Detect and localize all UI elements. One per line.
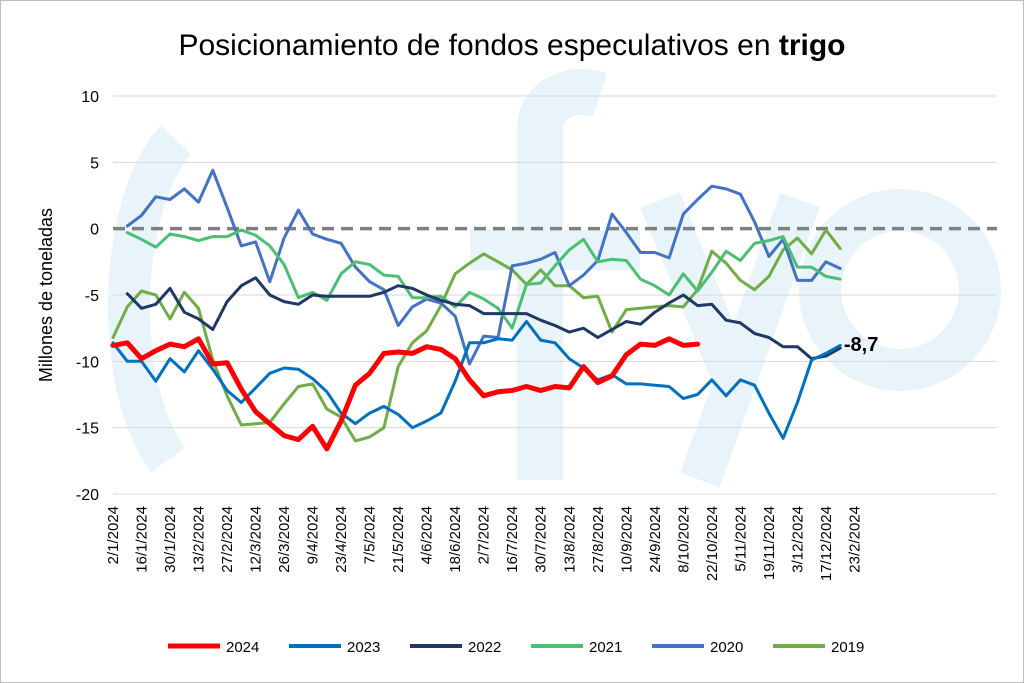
legend-label-2022: 2022: [468, 639, 501, 656]
x-tick-label: 3/12/2024: [789, 506, 806, 573]
x-tick-label: 16/1/2024: [134, 506, 151, 573]
last-value-annotation: -8,7: [844, 334, 878, 356]
x-tick-label: 7/5/2024: [362, 506, 379, 564]
series-line-2022: [125, 276, 842, 361]
y-axis-label: Millones de toneladas: [36, 208, 56, 382]
x-tick-label: 5/11/2024: [732, 506, 749, 572]
y-tick-label: 0: [90, 222, 99, 239]
chart-title-bold: trigo: [779, 29, 846, 62]
x-tick-label: 27/8/2024: [590, 506, 607, 573]
x-tick-label: 21/5/2024: [390, 506, 407, 573]
series-line-2021: [125, 228, 842, 330]
x-tick-label: 4/6/2024: [419, 506, 436, 564]
series-line-2019: [111, 228, 842, 443]
series-line-2023: [111, 320, 842, 440]
legend-label-2023: 2023: [347, 639, 380, 656]
series-lines: [110, 168, 842, 452]
x-axis-ticks: 2/1/2024 16/1/2024 30/1/2024 13/2/2024 27/2/…: [105, 506, 863, 581]
x-tick-label: 2/7/2024: [476, 506, 493, 564]
x-tick-label: 19/11/2024: [761, 506, 778, 580]
x-tick-label: 23/4/2024: [333, 506, 350, 573]
y-tick-label: -5: [85, 288, 99, 305]
x-tick-label: 10/9/2024: [618, 506, 635, 573]
chart-title-main: Posicionamiento de fondos especulativos …: [178, 29, 778, 62]
x-tick-label: 13/2/2024: [191, 506, 208, 573]
x-tick-label: 24/9/2024: [647, 506, 664, 573]
x-tick-label: 22/10/2024: [704, 506, 721, 581]
y-tick-label: 10: [81, 89, 99, 106]
x-tick-label: 30/1/2024: [162, 506, 179, 573]
series-line-2020: [125, 168, 842, 366]
x-tick-label: 23/2/2024: [846, 506, 863, 573]
x-tick-label: 18/6/2024: [447, 506, 464, 573]
x-tick-label: 30/7/2024: [533, 506, 550, 573]
x-tick-label: 13/8/2024: [561, 506, 578, 573]
x-tick-label: 27/2/2024: [219, 506, 236, 573]
x-tick-label: 12/3/2024: [248, 506, 265, 573]
legend-label-2021: 2021: [589, 639, 622, 656]
y-tick-label: -15: [76, 421, 99, 438]
y-tick-label: -10: [76, 354, 99, 371]
legend-label-2020: 2020: [710, 639, 743, 656]
x-tick-label: 16/7/2024: [504, 506, 521, 573]
y-tick-label: -20: [76, 487, 99, 504]
legend: 2024 2023 2022 2021 2020 2019: [168, 639, 864, 656]
x-tick-label: 2/1/2024: [105, 506, 122, 564]
legend-label-2019: 2019: [831, 639, 864, 656]
x-tick-label: 17/12/2024: [818, 506, 835, 581]
series-line-2024: [110, 336, 701, 452]
x-tick-label: 9/4/2024: [305, 506, 322, 564]
y-tick-label: 5: [90, 155, 99, 172]
x-tick-label: 8/10/2024: [675, 506, 692, 573]
gridlines: [113, 95, 997, 495]
x-tick-label: 26/3/2024: [276, 506, 293, 573]
chart-title: Posicionamiento de fondos especulativos …: [178, 29, 845, 62]
legend-label-2024: 2024: [226, 639, 259, 656]
y-axis-ticks: 10 5 0 -5 -10 -15 -20: [76, 89, 99, 504]
